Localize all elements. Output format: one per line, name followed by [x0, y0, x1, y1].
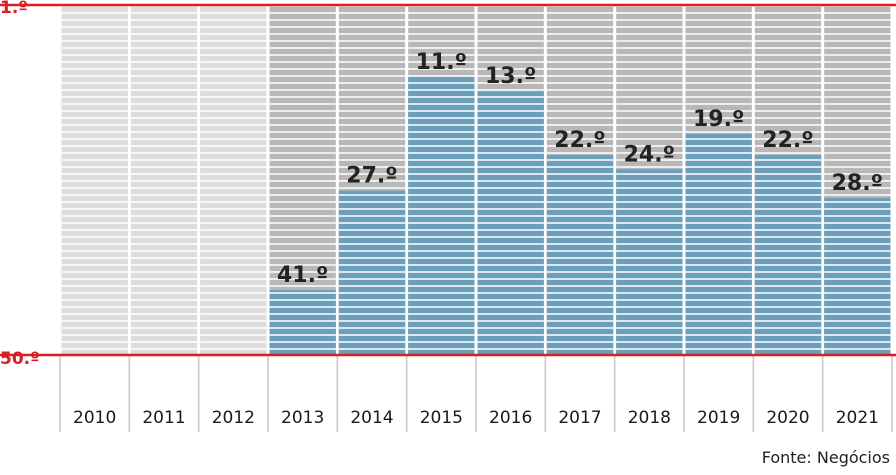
year-label: 2019 — [697, 408, 740, 428]
year-label: 2020 — [766, 408, 809, 428]
year-label: 2015 — [420, 408, 463, 428]
value-label: 41.º — [277, 263, 328, 288]
value-label: 27.º — [346, 164, 397, 189]
value-label: 28.º — [832, 171, 883, 196]
year-label: 2017 — [558, 408, 601, 428]
value-label: 22.º — [762, 128, 813, 153]
column-stripes — [61, 6, 128, 354]
year-label: 2010 — [73, 408, 116, 428]
source-note: Fonte: Negócios — [761, 448, 890, 467]
column-stripes — [477, 6, 544, 354]
column-stripes — [616, 6, 683, 354]
column-stripes — [130, 6, 198, 354]
column-stripes — [338, 6, 406, 354]
column-stripes — [546, 6, 614, 354]
value-label: 19.º — [693, 107, 744, 132]
year-label: 2014 — [350, 408, 393, 428]
y-axis-top-label: 1.º — [0, 0, 28, 18]
value-label: 11.º — [416, 50, 467, 75]
column-stripes — [754, 6, 822, 354]
column-stripes — [200, 6, 267, 354]
year-label: 2011 — [142, 408, 185, 428]
year-label: 2021 — [836, 408, 879, 428]
value-label: 13.º — [485, 64, 536, 89]
y-axis-bottom-label: 50.º — [0, 349, 40, 369]
column-stripes — [685, 6, 752, 354]
year-label: 2012 — [212, 408, 255, 428]
value-label: 22.º — [554, 128, 605, 153]
year-label: 2013 — [281, 408, 324, 428]
column-stripes — [269, 6, 336, 354]
year-label: 2016 — [489, 408, 532, 428]
year-label: 2018 — [628, 408, 671, 428]
column-stripes — [408, 6, 475, 354]
column-stripes — [824, 6, 891, 354]
value-label: 24.º — [624, 142, 675, 167]
